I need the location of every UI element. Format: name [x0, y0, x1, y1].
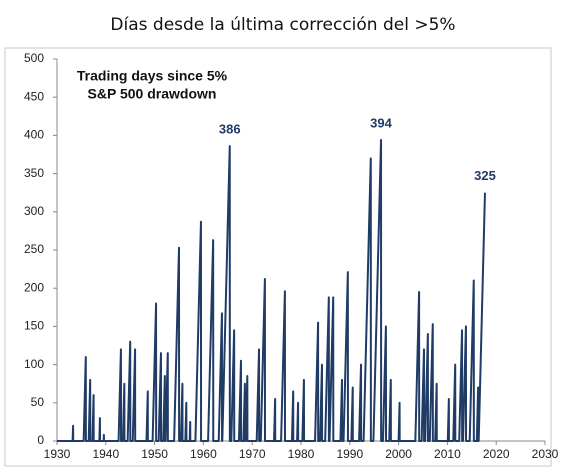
y-tick-label: 50 [31, 395, 45, 409]
x-tick-label: 2000 [385, 447, 412, 461]
y-tick-label: 250 [24, 242, 44, 256]
chart-title: Días desde la última corrección del >5% [110, 15, 455, 35]
annotation: S&P 500 drawdown [88, 86, 217, 102]
y-tick-label: 200 [24, 280, 44, 294]
x-tick-label: 2020 [483, 447, 510, 461]
x-tick-label: 2010 [434, 447, 461, 461]
y-tick-label: 100 [24, 357, 44, 371]
peak-label: 394 [370, 115, 392, 130]
chart-frame [4, 47, 552, 467]
x-tick-label: 1990 [336, 447, 363, 461]
x-tick-label: 1940 [92, 447, 119, 461]
y-tick-label: 0 [37, 433, 44, 447]
y-tick-label: 300 [24, 204, 44, 218]
y-tick-label: 400 [24, 128, 44, 142]
y-tick-label: 450 [24, 89, 44, 103]
x-tick-label: 1930 [44, 447, 71, 461]
x-tick-label: 1980 [288, 447, 315, 461]
x-tick-label: 1950 [141, 447, 168, 461]
y-tick-label: 500 [24, 51, 44, 65]
peak-label: 386 [219, 122, 241, 137]
y-tick-label: 150 [24, 319, 44, 333]
data-line [57, 138, 486, 442]
peak-label: 325 [474, 168, 496, 183]
x-tick-label: 1970 [239, 447, 266, 461]
x-tick-label: 2030 [532, 447, 559, 461]
annotation: Trading days since 5% [77, 68, 228, 84]
x-tick-label: 1960 [190, 447, 217, 461]
y-tick-label: 350 [24, 166, 44, 180]
